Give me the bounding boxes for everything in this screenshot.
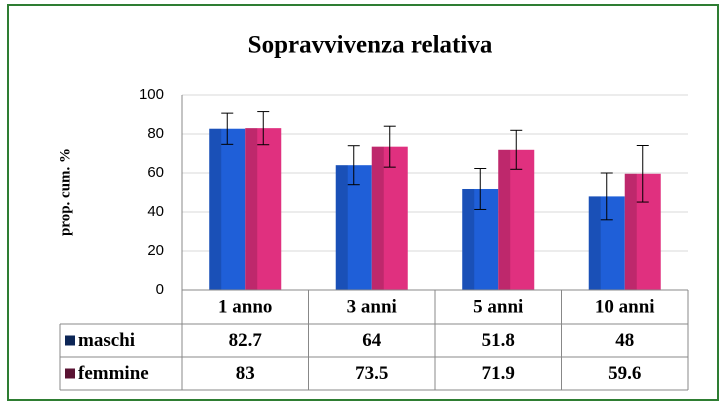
x-tick-label: 3 anni	[347, 296, 397, 317]
bar-shade	[462, 188, 475, 290]
y-axis-label: prop. cum. %	[57, 148, 73, 236]
bar-shade	[371, 146, 384, 290]
legend-key-shade	[65, 335, 75, 346]
legend-label: maschi	[78, 330, 135, 351]
x-tick-label: 5 anni	[473, 296, 523, 317]
y-tick-label: 80	[147, 125, 164, 142]
y-tick-label: 60	[147, 164, 164, 181]
bar-shade	[624, 173, 637, 290]
y-tick-label: 100	[139, 86, 164, 103]
table-value: 73.5	[355, 363, 388, 384]
bar	[245, 128, 282, 290]
y-tick-label: 0	[156, 281, 164, 298]
bar	[209, 128, 246, 290]
bar-shade	[209, 128, 222, 290]
table-value: 71.9	[482, 363, 515, 384]
legend-key-shade	[65, 368, 75, 379]
bar	[498, 149, 535, 290]
table-value: 64	[362, 330, 382, 351]
chart-title: Sopravvivenza relativa	[248, 32, 493, 59]
x-tick-label: 10 anni	[595, 296, 655, 317]
bar	[335, 165, 372, 290]
bar-shade	[335, 165, 348, 290]
bar-shade	[245, 128, 258, 290]
y-tick-label: 40	[147, 203, 164, 220]
table-value: 59.6	[608, 363, 641, 384]
table-value: 48	[615, 330, 634, 351]
table-value: 51.8	[482, 330, 515, 351]
legend-label: femmine	[78, 363, 149, 384]
table-value: 83	[236, 363, 255, 384]
bar	[371, 146, 408, 290]
bar-shade	[588, 196, 601, 290]
bar-shade	[498, 149, 511, 290]
table-value: 82.7	[229, 330, 263, 351]
x-tick-label: 1 anno	[218, 296, 272, 317]
y-tick-label: 20	[147, 242, 164, 259]
